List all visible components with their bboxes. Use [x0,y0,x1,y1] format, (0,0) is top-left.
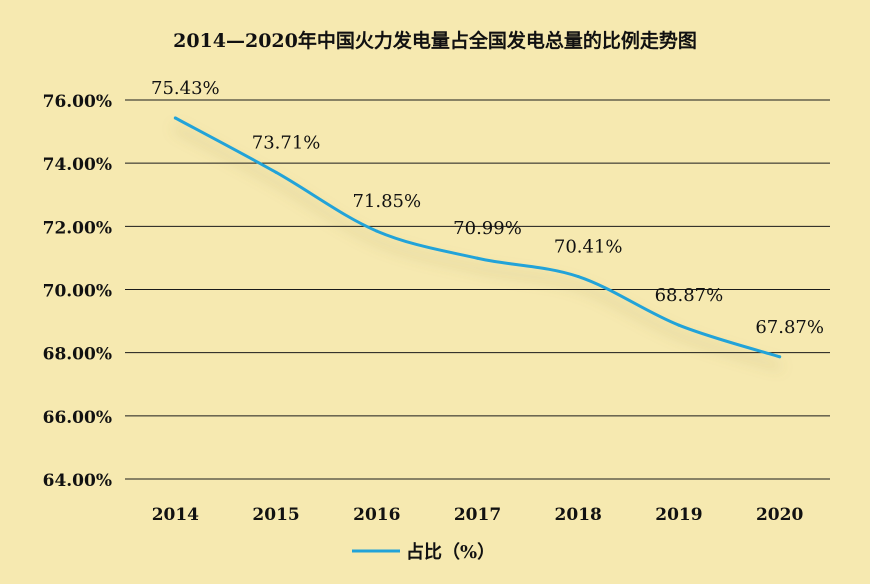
x-tick-label: 2014 [152,505,199,525]
y-tick-label: 76.00% [43,92,112,112]
data-label: 67.87% [755,317,824,338]
x-tick-label: 2018 [555,505,602,525]
data-point [375,229,379,233]
x-tick-label: 2017 [454,505,501,525]
data-label: 70.99% [453,218,522,239]
data-label: 71.85% [352,191,421,212]
x-tick-label: 2019 [655,505,702,525]
y-tick-label: 72.00% [43,218,112,238]
data-point [274,170,278,174]
data-point [576,275,580,279]
chart-title: 2014—2020年中国火力发电量占全国发电总量的比例走势图 [173,30,697,52]
data-label: 70.41% [554,237,623,258]
data-point [778,355,782,359]
data-point [173,116,177,120]
data-label: 75.43% [151,78,220,99]
y-tick-label: 74.00% [43,155,112,175]
data-label: 73.71% [252,132,321,153]
x-tick-label: 2016 [353,505,400,525]
legend-label: 占比（%） [406,541,495,563]
y-tick-label: 68.00% [43,345,112,365]
y-tick-label: 70.00% [43,282,112,302]
y-tick-label: 64.00% [43,471,112,491]
data-label: 68.87% [655,285,724,306]
x-tick-label: 2015 [252,505,299,525]
data-point [476,256,479,260]
data-point [677,323,681,327]
y-tick-label: 66.00% [43,408,112,428]
x-tick-label: 2020 [756,505,803,525]
